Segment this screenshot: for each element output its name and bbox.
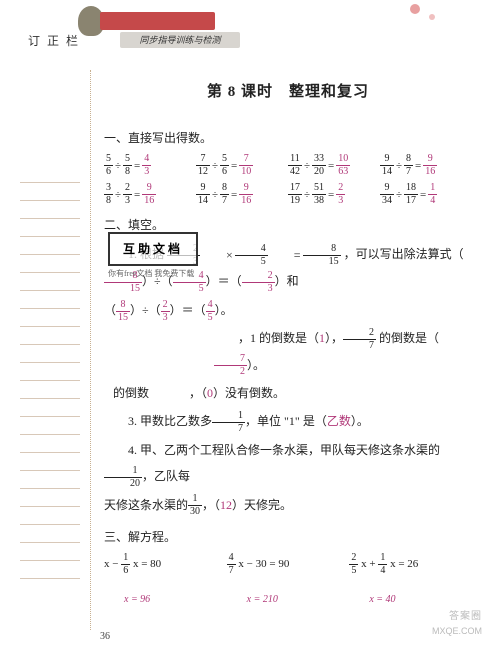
- watermark-text-2: MXQE.COM: [432, 626, 482, 636]
- notebook-rule-lines: [20, 182, 80, 602]
- banner-subtitle: 同步指导训练与检测: [120, 32, 240, 48]
- calc-1-4: 914÷87=916: [380, 154, 472, 177]
- vertical-divider: [90, 70, 91, 630]
- calc-2-2: 914÷87=916: [196, 183, 288, 206]
- section-2-heading: 二、填空。: [104, 216, 472, 233]
- main-content: 第 8 课时 整理和复习 一、直接写出得数。 56÷58=43 712÷56=7…: [104, 80, 472, 605]
- question-2-line-1: ，1 的倒数是（1），27 的倒数是（72）。: [104, 325, 472, 378]
- banner-red-bar: [100, 12, 215, 30]
- equation-2-answer: x = 210: [227, 594, 340, 605]
- decor-flower-small: [429, 14, 435, 20]
- calc-2-4: 934÷1817=14: [380, 183, 472, 206]
- section-1-heading: 一、直接写出得数。: [104, 129, 472, 146]
- question-2-line-2: 33的倒数，（0）没有倒数。: [104, 380, 472, 406]
- calc-row-1: 56÷58=43 712÷56=710 1142÷3320=1063 914÷8…: [104, 154, 472, 177]
- watermark-stamp-sub: 你有free文档 我免费下载: [108, 268, 194, 279]
- question-4-line-1: 4. 甲、乙两个工程队合修一条水渠，甲队每天修这条水渠的120，乙队每: [104, 437, 472, 490]
- calc-1-2: 712÷56=710: [196, 154, 288, 177]
- page-title: 第 8 课时 整理和复习: [104, 80, 472, 101]
- decor-flower: [410, 4, 420, 14]
- calc-2-3: 1719÷5138=23: [288, 183, 380, 206]
- page-number: 36: [100, 631, 110, 642]
- calc-1-3: 1142÷3320=1063: [288, 154, 380, 177]
- question-1-line-2: （815）÷（23）＝（45）。: [104, 297, 472, 323]
- equation-1: x − 16 x = 80 x = 96: [104, 553, 227, 605]
- equation-1-answer: x = 96: [104, 594, 217, 605]
- calc-row-2: 38÷23=916 914÷87=916 1719÷5138=23 934÷18…: [104, 183, 472, 206]
- equation-row: x − 16 x = 80 x = 96 47 x − 30 = 90 x = …: [104, 553, 472, 605]
- calc-1-1: 56÷58=43: [104, 154, 196, 177]
- calc-2-1: 38÷23=916: [104, 183, 196, 206]
- section-3-heading: 三、解方程。: [104, 528, 472, 545]
- side-column-label: 订 正 栏: [28, 32, 80, 49]
- equation-3-answer: x = 40: [349, 594, 462, 605]
- top-banner: 同步指导训练与检测: [100, 12, 260, 50]
- question-4-line-2: 天修这条水渠的130，（12）天修完。: [104, 492, 472, 518]
- question-3: 3. 甲数比乙数多17，单位 "1" 是（乙数）。: [104, 408, 472, 434]
- watermark-text-1: 答案圈: [449, 607, 482, 622]
- equation-2: 47 x − 30 = 90 x = 210: [227, 553, 350, 605]
- watermark-stamp: 互助文档: [108, 232, 198, 266]
- equation-3: 25 x + 14 x = 26 x = 40: [349, 553, 472, 605]
